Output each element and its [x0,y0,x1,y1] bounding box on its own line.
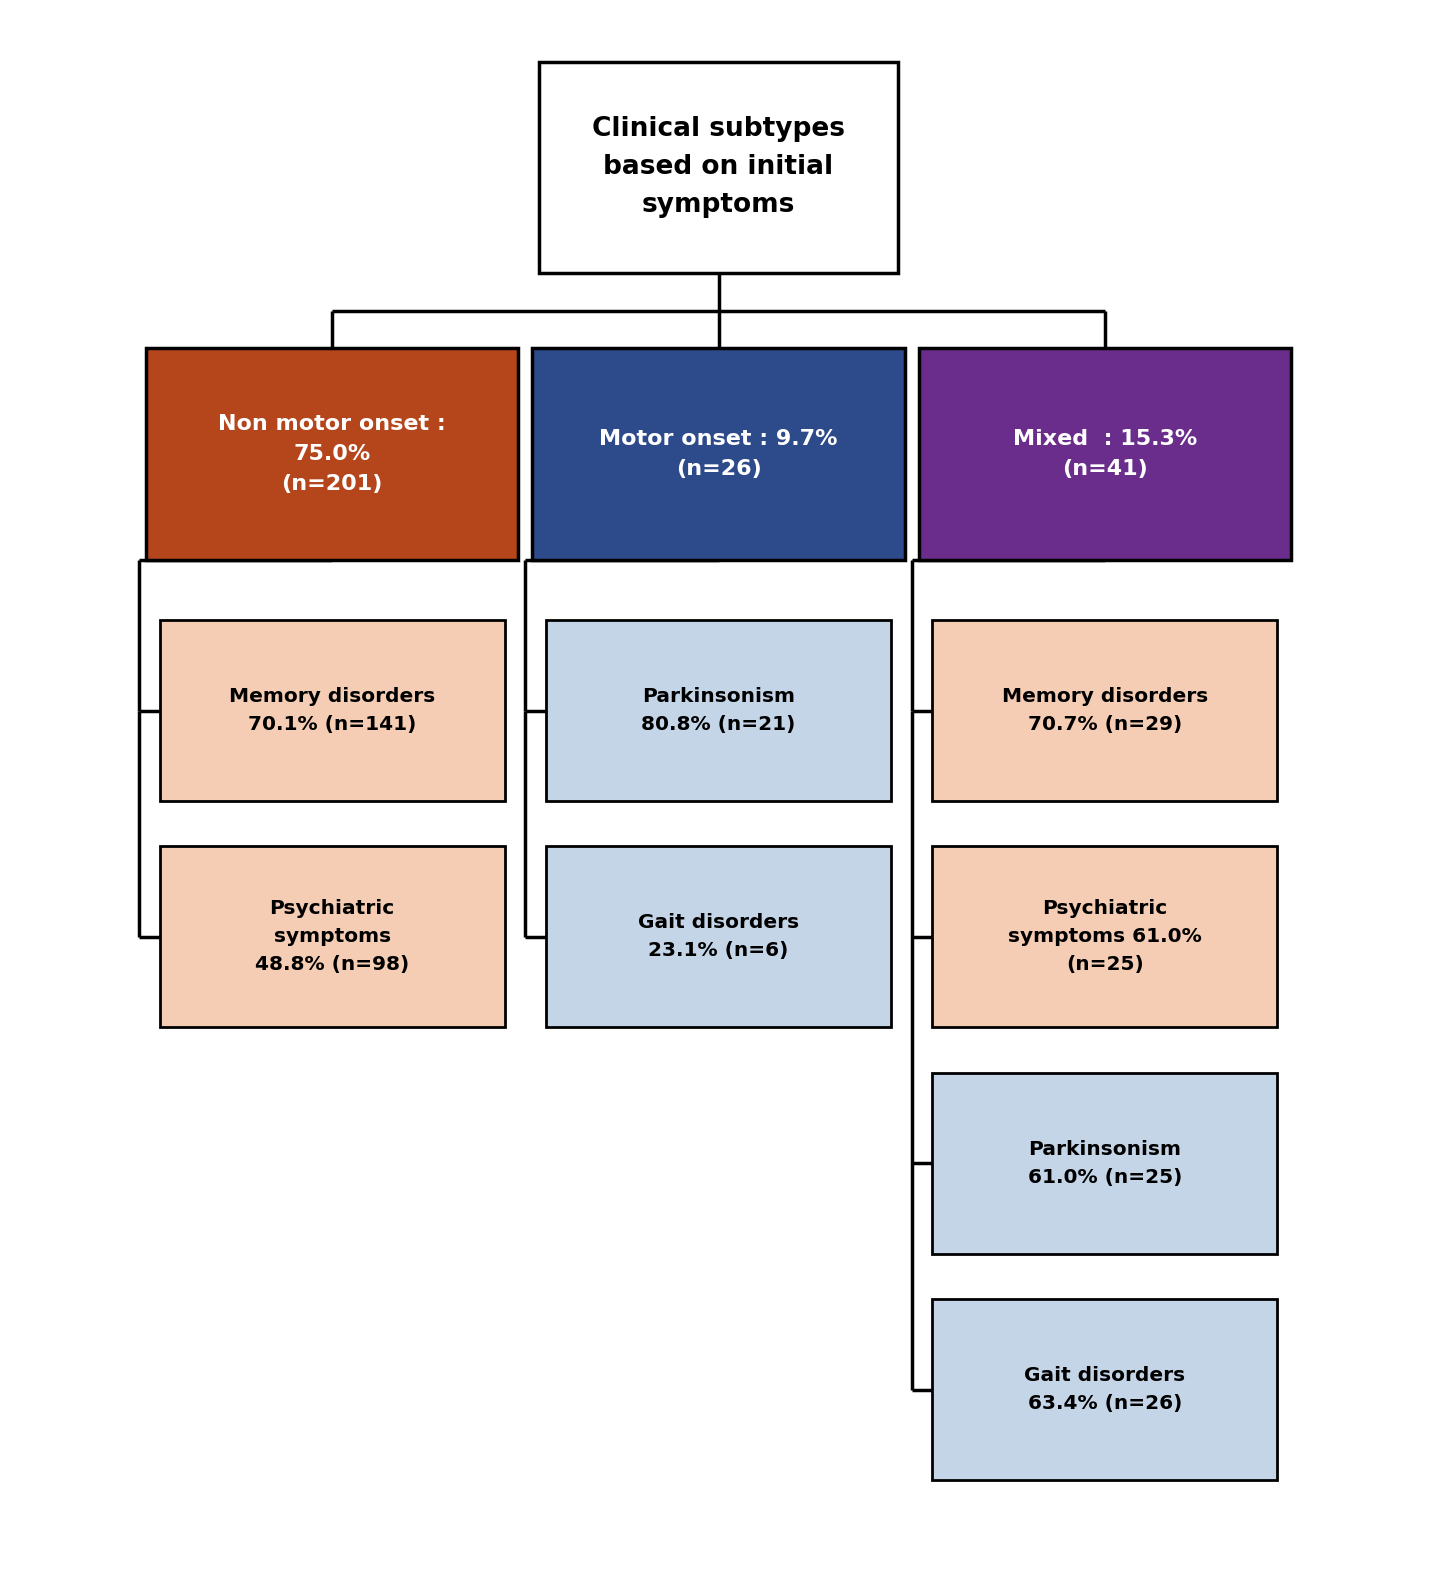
Text: Psychiatric
symptoms 61.0%
(n=25): Psychiatric symptoms 61.0% (n=25) [1007,899,1201,975]
FancyBboxPatch shape [147,349,519,560]
Text: Parkinsonism
61.0% (n=25): Parkinsonism 61.0% (n=25) [1027,1140,1183,1187]
Text: Mixed  : 15.3%
(n=41): Mixed : 15.3% (n=41) [1013,429,1197,479]
Text: Memory disorders
70.7% (n=29): Memory disorders 70.7% (n=29) [1002,687,1209,734]
Text: Parkinsonism
80.8% (n=21): Parkinsonism 80.8% (n=21) [641,687,796,734]
Text: Clinical subtypes
based on initial
symptoms: Clinical subtypes based on initial sympt… [592,116,845,219]
Text: Gait disorders
63.4% (n=26): Gait disorders 63.4% (n=26) [1025,1366,1186,1413]
FancyBboxPatch shape [546,619,891,802]
FancyBboxPatch shape [539,61,898,274]
FancyBboxPatch shape [933,846,1277,1028]
FancyBboxPatch shape [160,619,504,802]
Text: Motor onset : 9.7%
(n=26): Motor onset : 9.7% (n=26) [599,429,838,479]
Text: Non motor onset :
75.0%
(n=201): Non motor onset : 75.0% (n=201) [218,415,445,494]
FancyBboxPatch shape [933,619,1277,802]
FancyBboxPatch shape [918,349,1290,560]
Text: Psychiatric
symptoms
48.8% (n=98): Psychiatric symptoms 48.8% (n=98) [256,899,410,975]
FancyBboxPatch shape [933,1072,1277,1254]
Text: Memory disorders
70.1% (n=141): Memory disorders 70.1% (n=141) [228,687,435,734]
Text: Gait disorders
23.1% (n=6): Gait disorders 23.1% (n=6) [638,913,799,960]
FancyBboxPatch shape [933,1298,1277,1481]
FancyBboxPatch shape [532,349,905,560]
FancyBboxPatch shape [160,846,504,1028]
FancyBboxPatch shape [546,846,891,1028]
